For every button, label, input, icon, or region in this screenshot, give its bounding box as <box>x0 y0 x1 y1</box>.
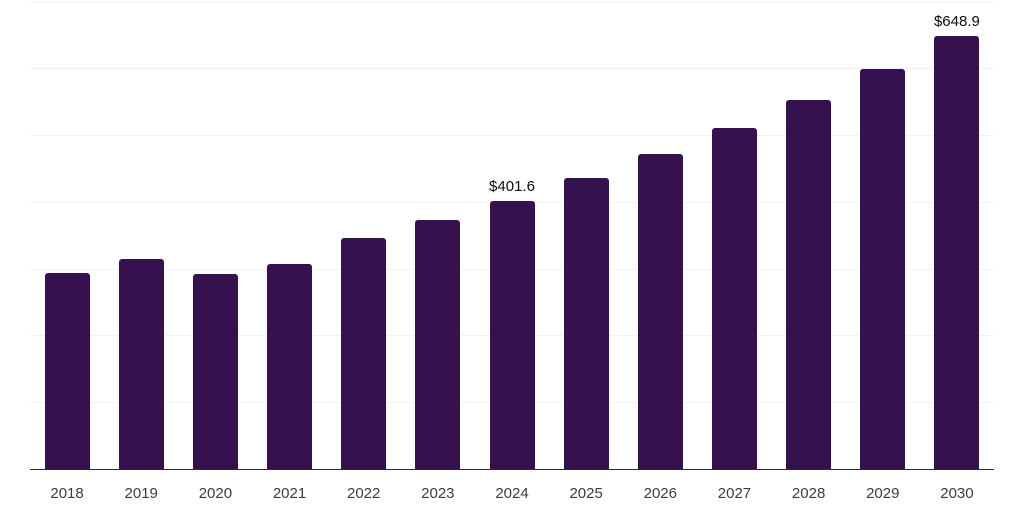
bar-2030 <box>934 35 980 469</box>
x-axis-line <box>30 468 994 470</box>
bar-2025 <box>563 178 609 469</box>
x-tick-label-2020: 2020 <box>198 485 233 502</box>
x-tick-label-2026: 2026 <box>643 485 677 502</box>
x-tick-label-2019: 2019 <box>124 485 158 502</box>
x-tick-label-2030: 2030 <box>940 485 974 502</box>
x-tick-label-2027: 2027 <box>717 485 752 502</box>
bar-2027 <box>711 127 757 469</box>
gridline-500 <box>30 135 994 137</box>
bar-2023 <box>415 219 461 469</box>
x-tick-label-2022: 2022 <box>347 485 381 502</box>
bar-2022 <box>341 237 387 469</box>
x-tick-label-2028: 2028 <box>791 485 826 502</box>
value-label-2030: $648.9 <box>933 12 980 30</box>
bar-2029 <box>860 68 906 469</box>
x-tick-label-2023: 2023 <box>421 485 455 502</box>
x-tick-label-2025: 2025 <box>569 485 603 502</box>
bar-2026 <box>637 154 683 469</box>
bar-2018 <box>44 272 90 469</box>
bar-2019 <box>118 258 164 469</box>
bar-2024 <box>489 200 535 469</box>
x-tick-label-2024: 2024 <box>495 485 529 502</box>
value-label-2024: $401.6 <box>489 177 535 195</box>
bar-2020 <box>192 273 238 469</box>
bar-2021 <box>267 263 313 469</box>
gridline-700 <box>30 1 994 3</box>
bar-2028 <box>786 99 832 469</box>
gridline-600 <box>30 68 994 70</box>
x-tick-label-2021: 2021 <box>272 485 307 502</box>
x-tick-label-2029: 2029 <box>866 485 900 502</box>
x-tick-label-2018: 2018 <box>50 485 84 502</box>
